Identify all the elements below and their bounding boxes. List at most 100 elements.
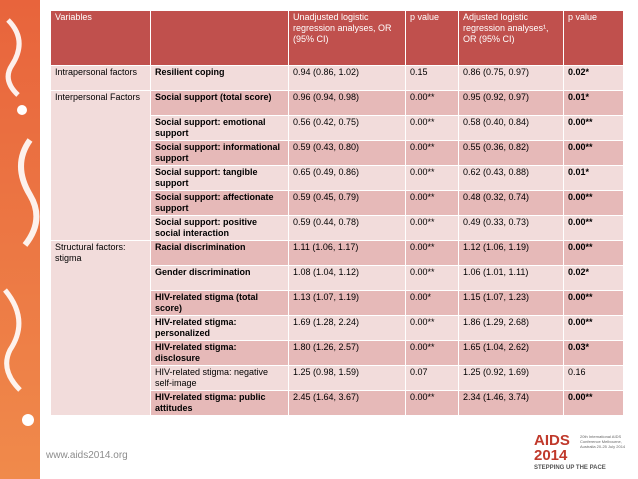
logo-name: AIDS [534,432,570,449]
table-cell: 0.59 (0.45, 0.79) [288,190,406,216]
table-cell: HIV-related stigma: disclosure [150,340,289,366]
table-cell: 1.69 (1.28, 2.24) [288,315,406,341]
table-cell: 0.00** [563,115,624,141]
table-cell: 0.96 (0.94, 0.98) [288,90,406,116]
header-cell: Adjusted logistic regression analyses¹, … [458,10,564,66]
table-cell: 0.00** [563,215,624,241]
data-table: Variables Unadjusted logistic regression … [50,10,624,416]
table-cell: 0.59 (0.44, 0.78) [288,215,406,241]
table-cell: 0.00** [405,165,459,191]
table-cell: Resilient coping [150,65,289,91]
table-cell: HIV-related stigma: public attitudes [150,390,289,416]
table-cell: 0.00** [405,340,459,366]
table-cell: 0.03* [563,340,624,366]
table-cell: 0.00** [563,240,624,266]
group-cell: Structural factors: stigma [50,240,151,416]
table-cell: 0.00** [405,215,459,241]
table-cell: 0.00** [405,315,459,341]
table-cell: 0.00** [405,190,459,216]
table-cell: 0.00** [405,140,459,166]
logo-tagline: STEPPING UP THE PACE [534,465,606,471]
table-cell: 0.00** [563,315,624,341]
table-cell: 0.49 (0.33, 0.73) [458,215,564,241]
table-cell: 0.15 [405,65,459,91]
table-cell: Social support (total score) [150,90,289,116]
table-cell: Gender discrimination [150,265,289,291]
footer-url: www.aids2014.org [46,450,128,461]
table-cell: 0.62 (0.43, 0.88) [458,165,564,191]
table-row: HIV-related stigma (total score) 1.13 (1.… [51,290,624,316]
header-row: Variables Unadjusted logistic regression … [50,10,624,66]
header-cell: Variables [50,10,151,66]
table-cell: 1.13 (1.07, 1.19) [288,290,406,316]
table-cell: 0.01* [563,165,624,191]
header-cell: Unadjusted logistic regression analyses,… [288,10,406,66]
table-cell: 0.94 (0.86, 1.02) [288,65,406,91]
table-cell: Social support: affectionate support [150,190,289,216]
header-cell: p value [405,10,459,66]
table-cell: 0.65 (0.49, 0.86) [288,165,406,191]
table-cell: 0.00** [405,240,459,266]
table-cell: 1.15 (1.07, 1.23) [458,290,564,316]
table-row: Social support: emotional support 0.56 (0… [51,115,624,141]
table-cell: 0.00** [405,90,459,116]
table-cell: 2.34 (1.46, 3.74) [458,390,564,416]
table-cell: 1.65 (1.04, 2.62) [458,340,564,366]
table-cell: 0.01* [563,90,624,116]
table-row: HIV-related stigma: personalized 1.69 (1.… [51,315,624,341]
table-cell: 0.48 (0.32, 0.74) [458,190,564,216]
table-cell: Social support: emotional support [150,115,289,141]
decor-strip [0,0,40,479]
header-cell: p value [563,10,624,66]
table-cell: 0.95 (0.92, 0.97) [458,90,564,116]
table-cell: 1.06 (1.01, 1.11) [458,265,564,291]
table-cell: Social support: positive social interact… [150,215,289,241]
table-row: Social support: positive social interact… [51,215,624,241]
table-row: Structural factors: stigma Racial discrim… [50,240,624,416]
table-cell: 1.11 (1.06, 1.17) [288,240,406,266]
table-row: HIV-related stigma: public attitudes 2.45… [51,390,624,416]
group-cell: Intrapersonal factors [50,65,151,91]
table-cell: HIV-related stigma: personalized [150,315,289,341]
table-cell: 0.00** [405,390,459,416]
table-cell: 1.80 (1.26, 2.57) [288,340,406,366]
table-cell: 1.08 (1.04, 1.12) [288,265,406,291]
table-cell: 0.16 [563,365,624,391]
table-cell: 0.56 (0.42, 0.75) [288,115,406,141]
table-cell: 0.02* [563,65,624,91]
table-cell: 0.59 (0.43, 0.80) [288,140,406,166]
table-cell: 1.25 (0.98, 1.59) [288,365,406,391]
header-cell [150,10,289,66]
table-cell: 0.07 [405,365,459,391]
table-cell: 0.02* [563,265,624,291]
table-cell: 0.58 (0.40, 0.84) [458,115,564,141]
table-row: Intrapersonal factors Resilient coping 0.9… [50,65,624,91]
table-cell: Social support: tangible support [150,165,289,191]
table-cell: Social support: informational support [150,140,289,166]
table-cell: 1.12 (1.06, 1.19) [458,240,564,266]
table-row: Interpersonal Factors Social support (tot… [50,90,624,241]
table-cell: 0.00** [405,115,459,141]
table-cell: 0.00** [563,190,624,216]
table-row: Social support: tangible support 0.65 (0.… [51,165,624,191]
table-cell: 0.00** [563,140,624,166]
table-cell: HIV-related stigma: negative self-image [150,365,289,391]
logo-year: 2014 [534,447,568,464]
table-cell: 0.86 (0.75, 0.97) [458,65,564,91]
table-cell: 0.00** [563,290,624,316]
table-cell: 0.00** [563,390,624,416]
table-cell: Racial discrimination [150,240,289,266]
table-row: Social support: affectionate support 0.59… [51,190,624,216]
conference-logo: AIDS 2014 20th International AIDS Confer… [516,432,634,476]
table-cell: 0.00** [405,265,459,291]
table-cell: 1.86 (1.29, 2.68) [458,315,564,341]
table-cell: 0.00* [405,290,459,316]
table-row: HIV-related stigma: disclosure 1.80 (1.26… [51,340,624,366]
group-cell: Interpersonal Factors [50,90,151,241]
table-cell: 2.45 (1.64, 3.67) [288,390,406,416]
logo-note: 20th International AIDS Conference Melbo… [580,434,626,449]
table-row: HIV-related stigma: negative self-image 1… [51,365,624,391]
table-cell: 0.55 (0.36, 0.82) [458,140,564,166]
table-cell: HIV-related stigma (total score) [150,290,289,316]
